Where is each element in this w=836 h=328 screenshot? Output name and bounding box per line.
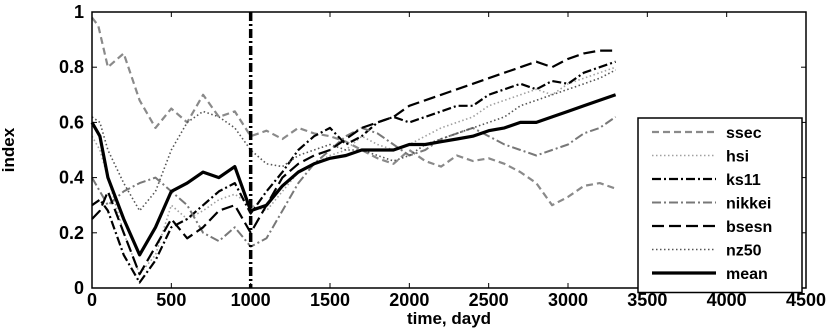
axis-layer: 0 500 1000 1500 2000 2500 3000 3500 4000 4500 0 0.2… — [59, 2, 826, 310]
series-line-bsesn — [91, 49, 616, 276]
series-line-ssec — [91, 16, 616, 207]
x-tick-label: 1500 — [310, 290, 350, 310]
series-line-ks11 — [91, 60, 616, 284]
series-line-mean — [90, 93, 617, 257]
x-tick-label: 1000 — [231, 290, 271, 310]
legend-label-ks11: ks11 — [726, 172, 761, 189]
legend-label-mean: mean — [726, 266, 768, 283]
x-axis-label: time, dayd — [407, 309, 491, 328]
legend-box — [637, 117, 803, 294]
x-tick-label: 3000 — [548, 290, 588, 310]
x-tick-label: 4000 — [707, 290, 747, 310]
series-line-nz50 — [91, 69, 616, 212]
y-tick-label: 0.2 — [59, 223, 84, 243]
x-tick-label: 3500 — [627, 290, 667, 310]
y-tick-label: 0 — [74, 278, 84, 298]
x-tick-label: 2000 — [389, 290, 429, 310]
x-tick-label: 500 — [156, 290, 186, 310]
legend-label-nikkei: nikkei — [726, 196, 771, 213]
y-tick-label: 0.6 — [59, 112, 84, 132]
x-tick-label: 0 — [87, 290, 97, 310]
y-axis-label: index — [0, 127, 18, 172]
y-tick-label: 1 — [74, 2, 84, 22]
y-tick-label: 0.8 — [59, 57, 84, 77]
series-layer — [90, 16, 617, 284]
legend-label-bsesn: bsesn — [726, 219, 772, 236]
series-line-hsi — [91, 66, 616, 275]
legend-label-nz50: nz50 — [726, 243, 762, 260]
plot-frame — [91, 11, 807, 289]
legend: ssec hsi ks11 nikkei bsesn nz50 mean — [637, 117, 803, 294]
legend-label-ssec: ssec — [726, 125, 762, 142]
x-tick-label: 4500 — [786, 290, 826, 310]
x-tick-label: 2500 — [469, 290, 509, 310]
y-tick-label: 0.4 — [59, 168, 84, 188]
legend-label-hsi: hsi — [726, 149, 749, 166]
